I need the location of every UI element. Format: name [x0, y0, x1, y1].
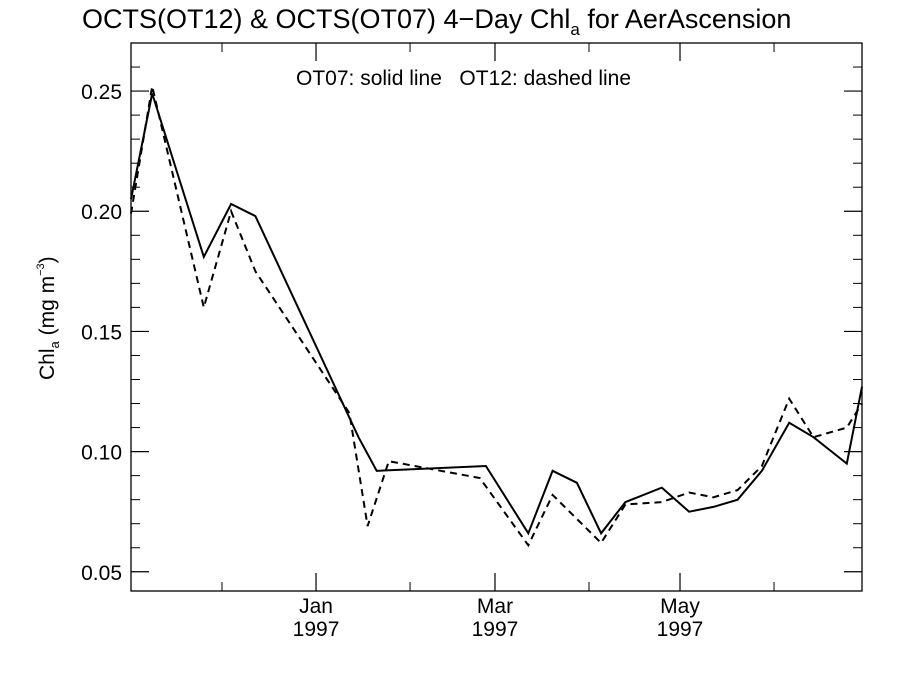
data-point-dashed — [661, 501, 663, 503]
data-point-dashed — [688, 491, 690, 493]
legend-annotation: OT07: solid line OT12: dashed line — [296, 67, 631, 90]
x-tick-month-label: May — [660, 595, 700, 618]
data-point-dashed — [230, 210, 232, 212]
data-point-dashed — [600, 542, 602, 544]
data-point-solid — [254, 215, 256, 217]
data-point-dashed — [788, 398, 790, 400]
data-point-dashed — [479, 477, 481, 479]
data-point-dashed — [552, 494, 554, 496]
ticks-layer — [131, 43, 862, 591]
y-tick-label: 0.05 — [81, 562, 122, 585]
labels-layer: 0.050.100.150.200.25Jan1997Mar1997May199… — [81, 81, 703, 641]
data-point-solid — [600, 532, 602, 534]
data-point-dashed — [861, 403, 863, 405]
chart-title-rest: for AerAscension — [580, 4, 792, 34]
chart-title-main: OCTS(OT12) & OCTS(OT07) 4−Day Chl — [82, 4, 570, 34]
y-label-units: (mg m — [36, 276, 59, 341]
data-point-dashed — [846, 427, 848, 429]
y-tick-label: 0.20 — [81, 201, 122, 224]
series-layer — [130, 85, 863, 548]
y-label-subscript: a — [47, 340, 62, 348]
series-line-dashed — [130, 86, 863, 548]
data-point-solid — [230, 203, 232, 205]
x-tick-year-label: 1997 — [472, 618, 519, 641]
data-point-dashed — [761, 465, 763, 467]
data-point-solid — [688, 511, 690, 513]
data-point-dashed — [737, 489, 739, 491]
data-point-solid — [576, 482, 578, 484]
data-point-solid — [761, 470, 763, 472]
x-tick-month-label: Jan — [299, 595, 333, 618]
data-point-solid — [203, 256, 205, 258]
data-point-solid — [376, 470, 378, 472]
x-tick-month-label: Mar — [477, 595, 513, 618]
data-point-solid — [552, 470, 554, 472]
chart-title-subscript: a — [570, 20, 580, 39]
data-point-solid — [737, 499, 739, 501]
data-point-solid — [485, 465, 487, 467]
y-label-main: Chl — [36, 348, 59, 380]
y-label-close: ) — [36, 256, 59, 263]
data-point-dashed — [151, 85, 153, 87]
plot-frame — [130, 42, 863, 592]
data-point-solid — [527, 532, 529, 534]
chart-title: OCTS(OT12) & OCTS(OT07) 4−Day Chla for A… — [82, 4, 791, 39]
data-point-dashed — [254, 270, 256, 272]
data-point-dashed — [130, 213, 132, 215]
data-point-solid — [861, 386, 863, 388]
data-point-dashed — [367, 525, 369, 527]
y-tick-label: 0.15 — [81, 321, 122, 344]
data-point-dashed — [812, 436, 814, 438]
data-point-solid — [624, 501, 626, 503]
data-point-solid — [788, 422, 790, 424]
data-point-solid — [712, 506, 714, 508]
y-tick-label: 0.25 — [81, 81, 122, 104]
data-point-dashed — [624, 503, 626, 505]
x-tick-year-label: 1997 — [293, 618, 340, 641]
x-tick-year-label: 1997 — [657, 618, 704, 641]
data-point-dashed — [388, 460, 390, 462]
data-point-solid — [130, 198, 132, 200]
y-tick-label: 0.10 — [81, 442, 122, 465]
data-point-solid — [357, 436, 359, 438]
data-point-solid — [846, 463, 848, 465]
data-point-solid — [661, 487, 663, 489]
data-point-dashed — [203, 306, 205, 308]
data-point-dashed — [348, 412, 350, 414]
series-line-solid — [130, 93, 863, 536]
data-point-dashed — [712, 496, 714, 498]
y-axis-label: Chla (mg m−3) — [35, 256, 62, 380]
data-point-dashed — [527, 544, 529, 546]
y-label-superscript: −3 — [35, 263, 47, 276]
